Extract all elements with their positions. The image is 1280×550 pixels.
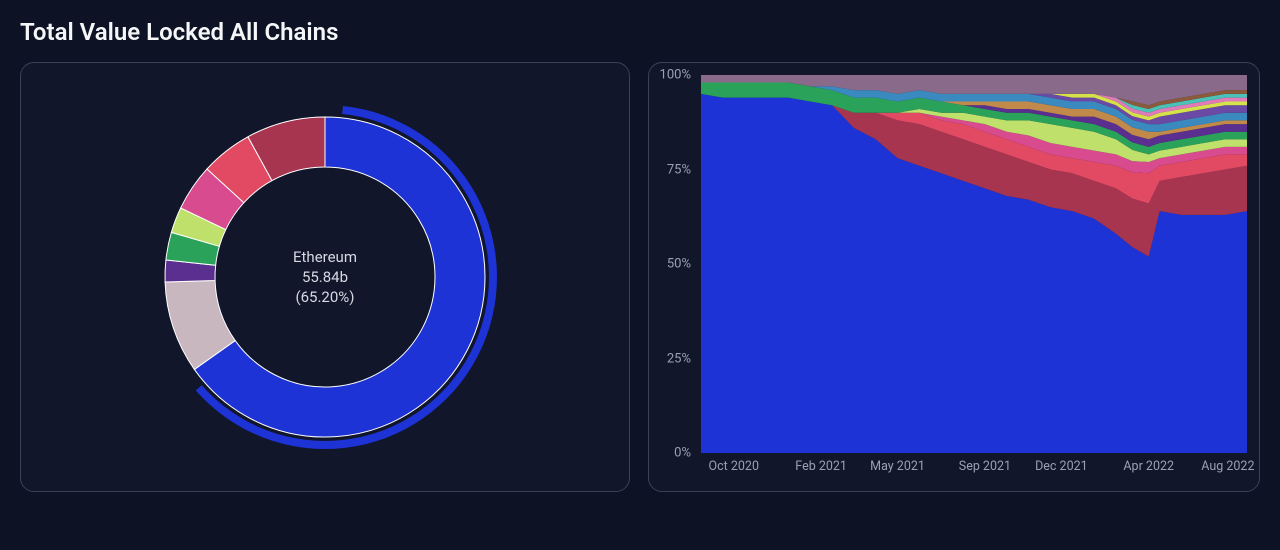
x-tick-label: Oct 2020: [709, 459, 759, 474]
donut-panel: Ethereum 55.84b (65.20%): [20, 62, 630, 492]
donut-center-percent: (65.20%): [293, 287, 357, 307]
chart-panels: Ethereum 55.84b (65.20%) 0% 25% 50% 75% 100%…: [20, 62, 1260, 492]
stacked-area-chart[interactable]: [701, 75, 1247, 453]
x-tick-label: Feb 2021: [795, 459, 847, 474]
donut-center-value: 55.84b: [293, 267, 357, 287]
x-tick-label: Dec 2021: [1035, 459, 1088, 474]
y-tick-label: 75%: [667, 162, 691, 177]
y-tick-label: 0%: [674, 446, 691, 461]
page-title: Total Value Locked All Chains: [20, 18, 1260, 46]
x-tick-label: Sep 2021: [959, 459, 1011, 474]
y-tick-label: 100%: [660, 68, 691, 83]
area-panel: 0% 25% 50% 75% 100% Oct 2020 Feb 2021 May 2021…: [648, 62, 1260, 492]
y-tick-label: 50%: [667, 257, 691, 272]
y-axis-ticks: 0%25%50%75%100%: [649, 75, 697, 453]
donut-center-name: Ethereum: [293, 247, 357, 267]
x-axis-ticks: Oct 2020 Feb 2021 May 2021 Sep 2021 Dec 2021…: [701, 459, 1247, 483]
x-tick-label: May 2021: [870, 459, 925, 474]
x-tick-label: Apr 2022: [1123, 459, 1174, 474]
donut-center-label: Ethereum 55.84b (65.20%): [293, 247, 357, 308]
y-tick-label: 25%: [667, 351, 691, 366]
area-plot-region: [701, 75, 1247, 453]
x-tick-label: Aug 2022: [1201, 459, 1254, 474]
